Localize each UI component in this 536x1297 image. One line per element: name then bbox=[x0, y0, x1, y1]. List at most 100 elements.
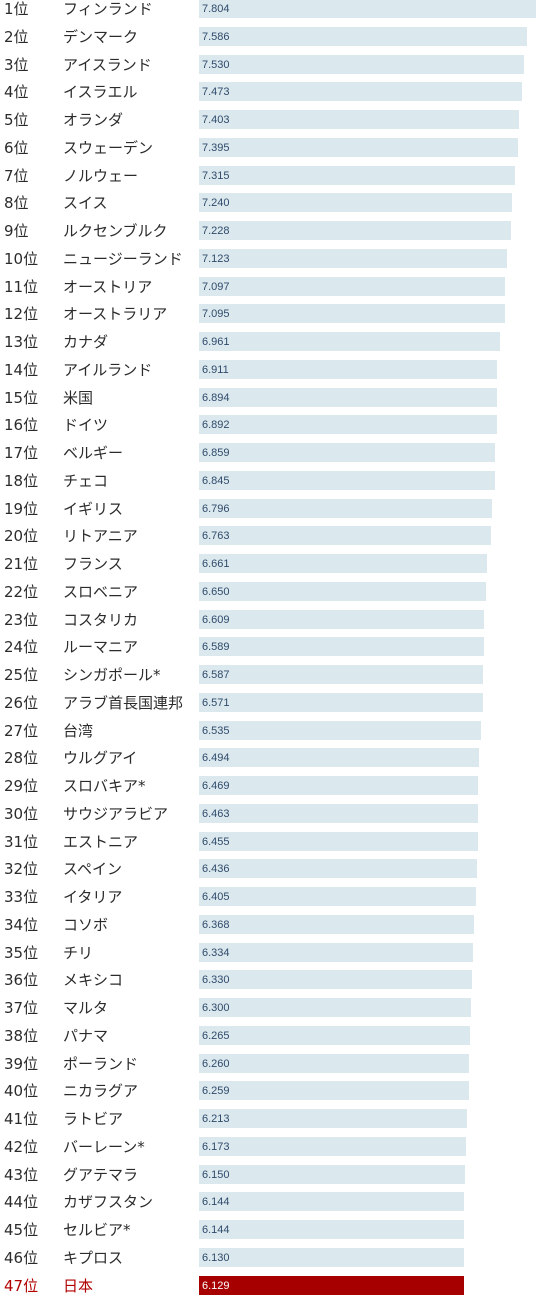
rank-label: 44位 bbox=[4, 1193, 39, 1212]
country-label: オランダ bbox=[63, 111, 124, 129]
bar bbox=[199, 1136, 466, 1156]
bar-value-label: 6.173 bbox=[202, 1140, 230, 1153]
country-label: 台湾 bbox=[63, 721, 94, 740]
bar-value-label: 6.130 bbox=[202, 1251, 230, 1264]
bar-value-label: 6.894 bbox=[202, 391, 230, 404]
bar-value-label: 6.265 bbox=[202, 1029, 230, 1042]
bar-value-label: 6.587 bbox=[202, 669, 230, 681]
bar bbox=[199, 165, 515, 185]
bar-value-label: 6.405 bbox=[202, 891, 230, 903]
country-label: グアテマラ bbox=[63, 1165, 139, 1184]
bar bbox=[199, 193, 512, 213]
rank-label: 4位 bbox=[4, 83, 29, 102]
rank-label: 27位 bbox=[4, 721, 39, 740]
bar bbox=[199, 1081, 469, 1101]
country-label: ポーランド bbox=[63, 1054, 139, 1073]
bar-value-label: 6.463 bbox=[202, 807, 230, 820]
rank-label: 25位 bbox=[4, 666, 39, 684]
rank-label: 19位 bbox=[4, 499, 39, 518]
country-label: ラトビア bbox=[63, 1110, 124, 1128]
bar bbox=[199, 776, 478, 795]
rank-label: 43位 bbox=[4, 1165, 39, 1184]
country-label: ベルギー bbox=[63, 444, 124, 462]
country-label: カナダ bbox=[63, 333, 109, 351]
country-label: 米国 bbox=[63, 388, 94, 407]
bar bbox=[199, 692, 483, 712]
country-label: メキシコ bbox=[63, 971, 124, 990]
country-label: スロベニア bbox=[63, 582, 139, 601]
bar-value-label: 7.097 bbox=[202, 280, 230, 293]
bar bbox=[199, 554, 487, 573]
bar-value-label: 6.494 bbox=[202, 752, 230, 765]
bar bbox=[199, 443, 495, 462]
country-label: リトアニア bbox=[63, 527, 138, 546]
bar bbox=[199, 1247, 464, 1267]
country-label: ウルグアイ bbox=[63, 749, 138, 768]
bar-value-label: 6.845 bbox=[202, 474, 230, 487]
bar bbox=[199, 720, 481, 740]
country-label: カザフスタン bbox=[63, 1193, 154, 1212]
bar bbox=[199, 1275, 464, 1295]
bar bbox=[199, 0, 536, 18]
bar bbox=[199, 221, 511, 240]
rank-label: 46位 bbox=[4, 1248, 39, 1267]
rank-label: 5位 bbox=[4, 111, 29, 129]
rank-label: 6位 bbox=[4, 138, 29, 157]
country-label: セルビア* bbox=[63, 1221, 131, 1239]
bar bbox=[199, 581, 486, 601]
rank-label: 42位 bbox=[4, 1137, 39, 1156]
rank-label: 28位 bbox=[4, 749, 39, 768]
bar-value-label: 7.395 bbox=[202, 141, 230, 154]
rank-label: 33位 bbox=[4, 888, 39, 906]
bar-value-label: 6.129 bbox=[202, 1279, 230, 1292]
rank-label: 39位 bbox=[4, 1054, 39, 1073]
rank-label: 7位 bbox=[4, 166, 29, 185]
bar bbox=[199, 831, 478, 851]
bar-value-label: 7.473 bbox=[202, 86, 230, 99]
rank-label: 15位 bbox=[4, 388, 39, 407]
rank-label: 29位 bbox=[4, 777, 39, 795]
country-label: ルクセンブルク bbox=[63, 222, 168, 240]
bar-value-label: 6.661 bbox=[202, 558, 230, 570]
country-label: フィンランド bbox=[63, 0, 153, 18]
rank-label: 41位 bbox=[4, 1110, 39, 1128]
bar bbox=[199, 942, 473, 962]
rank-label: 11位 bbox=[4, 277, 39, 296]
bar bbox=[199, 1109, 467, 1128]
country-label: チェコ bbox=[63, 471, 109, 490]
country-label: フランス bbox=[63, 555, 123, 573]
bar bbox=[199, 1192, 464, 1212]
country-label: デンマーク bbox=[63, 27, 139, 46]
bar-value-label: 7.228 bbox=[202, 225, 230, 237]
rank-label: 32位 bbox=[4, 860, 39, 879]
country-label: スウェーデン bbox=[63, 138, 154, 157]
country-label: オーストリア bbox=[63, 277, 153, 296]
bar-value-label: 6.571 bbox=[202, 696, 230, 709]
bar-value-label: 6.763 bbox=[202, 530, 230, 543]
country-label: マルタ bbox=[63, 999, 109, 1017]
rank-label: 23位 bbox=[4, 610, 39, 629]
bar-value-label: 7.095 bbox=[202, 308, 230, 321]
rank-label: 16位 bbox=[4, 416, 39, 435]
rank-label: 30位 bbox=[4, 804, 39, 823]
bar bbox=[199, 609, 484, 629]
bar bbox=[199, 914, 474, 934]
bar bbox=[199, 526, 491, 546]
bar-value-label: 7.123 bbox=[202, 252, 230, 265]
country-label: キプロス bbox=[63, 1248, 124, 1267]
bar bbox=[199, 415, 497, 435]
country-label: スイス bbox=[63, 194, 108, 213]
country-label: イスラエル bbox=[63, 83, 138, 102]
bar-value-label: 6.535 bbox=[202, 724, 230, 737]
rank-label: 35位 bbox=[4, 943, 39, 962]
bar-value-label: 7.804 bbox=[202, 3, 230, 15]
rank-label: 3位 bbox=[4, 55, 29, 74]
bar-value-label: 6.455 bbox=[202, 835, 230, 848]
bar bbox=[199, 332, 500, 351]
rank-label: 1位 bbox=[4, 0, 29, 18]
rank-label: 13位 bbox=[4, 333, 39, 351]
bar bbox=[199, 498, 492, 518]
country-label: ニュージーランド bbox=[63, 249, 183, 268]
bar bbox=[199, 304, 505, 324]
